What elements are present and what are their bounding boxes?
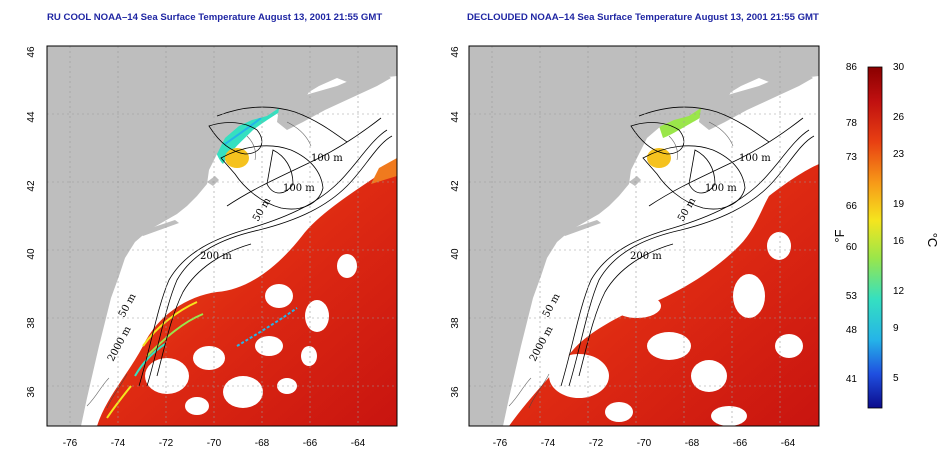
left-map xyxy=(46,45,398,427)
colorbar-celsius-tick: 26 xyxy=(893,112,905,123)
lat-tick-label: 42 xyxy=(450,180,461,192)
colorbar-fahrenheit-tick: 78 xyxy=(846,118,858,129)
lon-tick-label: -64 xyxy=(781,438,796,449)
lon-tick-label: -74 xyxy=(541,438,556,449)
contour-label: 100 m xyxy=(311,153,343,164)
colorbar-fahrenheit-tick: 73 xyxy=(846,152,858,163)
colorbar-fahrenheit-unit: °F xyxy=(832,229,847,242)
lon-tick-label: -68 xyxy=(685,438,700,449)
colorbar-celsius-tick: 9 xyxy=(893,323,899,334)
colorbar-celsius-tick: 5 xyxy=(893,373,899,384)
lat-tick-label: 36 xyxy=(26,386,37,398)
colorbar-gradient xyxy=(867,66,883,409)
lon-tick-label: -72 xyxy=(159,438,174,449)
right-map-title: DECLOUDED NOAA–14 Sea Surface Temperatur… xyxy=(467,12,819,23)
lat-tick-label: 44 xyxy=(450,111,461,123)
lon-tick-label: -74 xyxy=(111,438,126,449)
contour-label: 100 m xyxy=(739,153,771,164)
contour-label: 100 m xyxy=(283,183,315,194)
lon-tick-label: -66 xyxy=(303,438,318,449)
colorbar-fahrenheit-tick: 66 xyxy=(846,201,858,212)
left-map-title: RU COOL NOAA–14 Sea Surface Temperature … xyxy=(47,12,383,23)
lon-tick-label: -76 xyxy=(493,438,508,449)
colorbar-fahrenheit-tick: 53 xyxy=(846,291,858,302)
left-lon-ticks: -76 -74 -72 -70 -68 -66 -64 xyxy=(63,438,366,449)
lat-tick-label: 40 xyxy=(450,248,461,260)
left-lat-ticks: 46 44 42 40 38 36 xyxy=(26,46,37,398)
lat-tick-label: 46 xyxy=(26,46,37,58)
lat-tick-label: 38 xyxy=(26,317,37,329)
lat-tick-label: 42 xyxy=(26,180,37,192)
lat-tick-label: 44 xyxy=(26,111,37,123)
contour-label: 200 m xyxy=(200,251,232,262)
lat-tick-label: 38 xyxy=(450,317,461,329)
lon-tick-label: -70 xyxy=(207,438,222,449)
lon-tick-label: -70 xyxy=(637,438,652,449)
lat-tick-label: 36 xyxy=(450,386,461,398)
right-lon-ticks: -76 -74 -72 -70 -68 -66 -64 xyxy=(493,438,796,449)
left-frame xyxy=(46,45,398,427)
lon-tick-label: -76 xyxy=(63,438,78,449)
colorbar-celsius-tick: 30 xyxy=(893,62,905,73)
contour-label: 100 m xyxy=(705,183,737,194)
colorbar: 86 78 73 66 60 53 48 41 30 26 23 19 16 1… xyxy=(832,62,940,409)
colorbar-celsius-tick: 12 xyxy=(893,286,905,297)
colorbar-fahrenheit-tick: 86 xyxy=(846,62,858,73)
colorbar-fahrenheit-tick: 41 xyxy=(846,374,858,385)
colorbar-celsius-tick: 19 xyxy=(893,199,905,210)
right-lat-ticks: 46 44 42 40 38 36 xyxy=(450,46,461,398)
lat-tick-label: 40 xyxy=(26,248,37,260)
lat-tick-label: 46 xyxy=(450,46,461,58)
lon-tick-label: -72 xyxy=(589,438,604,449)
right-frame xyxy=(468,45,820,427)
colorbar-fahrenheit-tick: 48 xyxy=(846,325,858,336)
colorbar-celsius-tick: 23 xyxy=(893,149,905,160)
colorbar-fahrenheit-tick: 60 xyxy=(846,242,858,253)
lon-tick-label: -64 xyxy=(351,438,366,449)
colorbar-celsius-unit: °C xyxy=(925,233,940,248)
colorbar-celsius-tick: 16 xyxy=(893,236,905,247)
lon-tick-label: -66 xyxy=(733,438,748,449)
contour-label: 200 m xyxy=(630,251,662,262)
right-map xyxy=(468,45,820,427)
lon-tick-label: -68 xyxy=(255,438,270,449)
